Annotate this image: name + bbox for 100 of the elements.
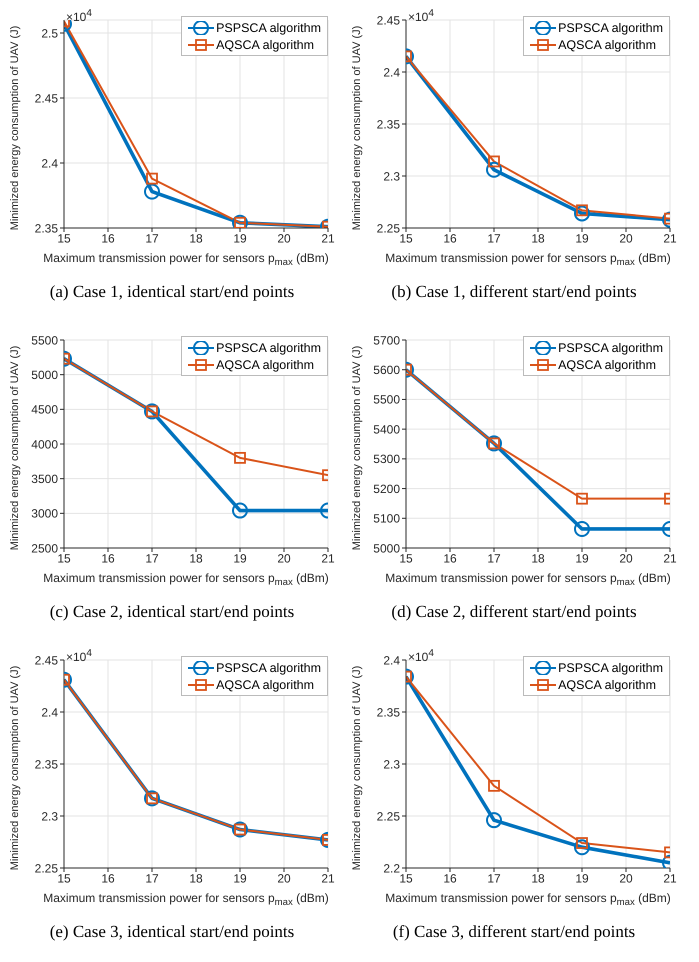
legend-label: PSPSCA algorithm [558, 340, 663, 354]
x-tick-label: 16 [101, 872, 115, 886]
y-tick-label: 5700 [373, 333, 400, 348]
y-tick-label: 3500 [31, 472, 58, 486]
x-tick-label: 17 [145, 552, 159, 566]
annotation: ×10$^{4}$ [408, 8, 434, 24]
point [574, 839, 590, 856]
x-tick-label: 15 [399, 552, 413, 566]
x-tick-label: 15 [399, 232, 413, 246]
x-tick-label: 18 [531, 552, 545, 566]
x-tick-label: 20 [277, 872, 291, 886]
annotation: ×10$^{4}$ [66, 8, 92, 24]
text: (c) Case 2, identical start/end points [48, 602, 296, 622]
y-tick-label: 5200 [373, 482, 400, 496]
legend-label: AQSCA algorithm [558, 678, 656, 692]
y-tick-label: 5500 [373, 392, 400, 407]
y-tick-label: 2500 [31, 541, 58, 556]
text: (d) Case 2, different start/end points [390, 602, 638, 622]
legend-label: PSPSCA algorithm [216, 20, 321, 34]
x-tick-label: 17 [145, 872, 159, 886]
x-tick-label: 16 [101, 552, 115, 566]
x-tick-label: 20 [619, 232, 633, 246]
y-tick-label: 5100 [373, 512, 400, 526]
y-tick-label: 2.3 [41, 809, 58, 824]
text: (a) Case 1, identical start/end points [48, 282, 296, 302]
x-tick-label: 15 [399, 872, 413, 886]
x-tick-label: 19 [233, 552, 247, 566]
y-tick-label: 2.45 [34, 91, 58, 106]
y-tick-label: 2.35 [34, 221, 58, 236]
legend-label: AQSCA algorithm [558, 38, 656, 52]
x-tick-label: 20 [619, 872, 633, 886]
y-tick-label: 5000 [31, 368, 58, 382]
x-tick-label: 21 [663, 552, 677, 566]
y-tick-label: 2.25 [376, 221, 400, 236]
y-tick-label: 2.4 [41, 156, 58, 170]
y-axis-title: Minimized energy consumption of UAV (J) [351, 346, 363, 550]
x-tick-label: 17 [487, 552, 501, 566]
x-tick-label: 19 [233, 872, 247, 886]
legend-label: AQSCA algorithm [216, 38, 314, 52]
y-axis-title: Minimized energy consumption of UAV (J) [351, 666, 363, 870]
legend-label: AQSCA algorithm [216, 678, 314, 692]
annotation: ×10$^{4}$ [66, 648, 92, 664]
legend-label: PSPSCA algorithm [558, 20, 663, 34]
x-tick-label: 21 [663, 232, 677, 246]
y-tick-label: 2.4 [41, 705, 58, 720]
x-tick-label: 18 [189, 232, 203, 246]
x-tick-label: 19 [575, 552, 589, 566]
x-tick-label: 16 [443, 872, 457, 886]
legend-label: PSPSCA algorithm [558, 660, 663, 674]
x-tick-label: 17 [487, 232, 501, 246]
y-axis-title: Minimized energy consumption of UAV (J) [9, 346, 21, 550]
x-tick-label: 17 [145, 232, 159, 246]
legend-label: PSPSCA algorithm [216, 340, 321, 354]
y-tick-label: 2.35 [376, 705, 400, 720]
x-axis-title: Maximum transmission power for sensors p$_{max}$ (dBm) [43, 571, 329, 588]
point [144, 184, 160, 200]
x-tick-label: 18 [531, 232, 545, 246]
y-tick-label: 2.4 [383, 65, 400, 80]
x-tick-label: 18 [531, 872, 545, 886]
y-axis-title: Minimized energy consumption of UAV (J) [351, 26, 363, 230]
y-axis-title: Minimized energy consumption of UAV (J) [9, 666, 21, 870]
y-tick-label: 5500 [31, 333, 58, 348]
y-tick-label: 2.5 [41, 26, 58, 40]
x-tick-label: 18 [189, 872, 203, 886]
x-tick-label: 15 [57, 552, 71, 566]
x-tick-label: 21 [321, 872, 335, 886]
x-tick-label: 16 [443, 552, 457, 566]
x-tick-label: 20 [277, 232, 291, 246]
x-tick-label: 15 [57, 872, 71, 886]
x-tick-label: 19 [233, 232, 247, 246]
y-tick-label: 4000 [31, 437, 58, 452]
y-tick-label: 2.3 [383, 757, 400, 772]
point [486, 812, 502, 828]
x-axis-title: Maximum transmission power for sensors p$_{max}$ (dBm) [43, 891, 329, 908]
legend-label: AQSCA algorithm [216, 358, 314, 372]
x-tick-label: 19 [575, 232, 589, 246]
y-tick-label: 5000 [373, 541, 400, 556]
y-tick-label: 5600 [373, 362, 400, 377]
x-axis-title: Maximum transmission power for sensors p$_{max}$ (dBm) [43, 251, 329, 268]
text: (f) Case 3, different start/end points [392, 922, 636, 942]
y-tick-label: 2.4 [383, 653, 400, 668]
text: (b) Case 1, different start/end points [390, 282, 638, 302]
y-axis-title: Minimized energy consumption of UAV (J) [9, 26, 21, 230]
x-tick-label: 21 [663, 872, 677, 886]
text: (e) Case 3, identical start/end points [48, 922, 296, 942]
y-tick-label: 2.3 [383, 169, 400, 184]
y-tick-label: 2.35 [376, 117, 400, 132]
x-tick-label: 21 [321, 552, 335, 566]
y-tick-label: 5400 [373, 422, 400, 436]
y-tick-label: 3000 [31, 506, 58, 521]
x-tick-label: 21 [321, 232, 335, 246]
y-tick-label: 2.25 [376, 809, 400, 824]
x-tick-label: 15 [57, 232, 71, 246]
x-tick-label: 20 [277, 552, 291, 566]
x-tick-label: 20 [619, 552, 633, 566]
x-axis-title: Maximum transmission power for sensors p$_{max}$ (dBm) [385, 571, 671, 588]
y-tick-label: 2.25 [34, 861, 58, 876]
legend-label: PSPSCA algorithm [216, 660, 321, 674]
annotation: ×10$^{4}$ [408, 648, 434, 664]
y-tick-label: 2.2 [383, 861, 400, 876]
